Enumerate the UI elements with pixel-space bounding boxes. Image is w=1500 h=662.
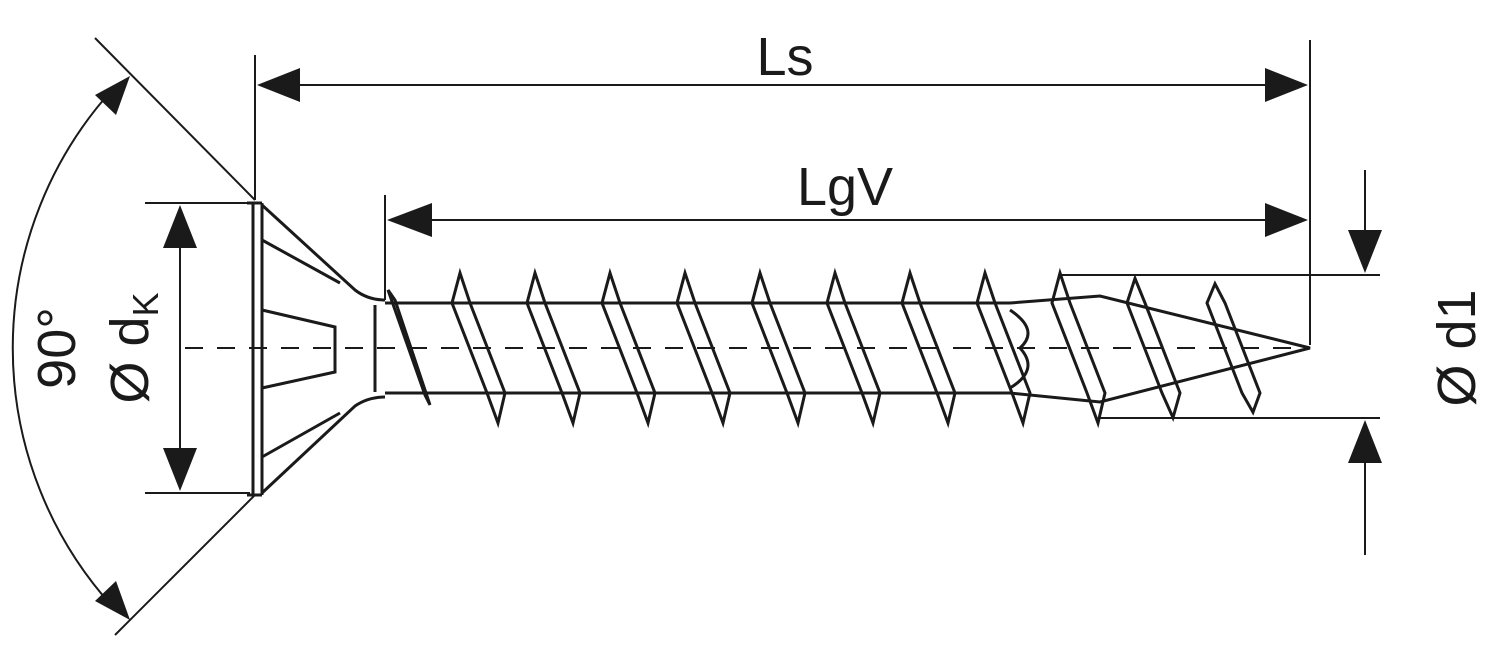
thread-turn (900, 267, 957, 429)
d1-label: Ø d1 (1427, 289, 1487, 406)
dimension-ls: Ls (254, 27, 1311, 345)
thread-turn (1050, 267, 1107, 429)
lgv-label: LgV (797, 157, 893, 217)
dimension-dk: Ø dK (100, 202, 250, 494)
thread-turn (1205, 280, 1262, 416)
dk-label: Ø dK (100, 292, 166, 403)
screw-threads (386, 267, 1262, 429)
angle-label: 90° (27, 307, 87, 389)
ls-label: Ls (756, 27, 813, 87)
thread-turn (975, 267, 1032, 429)
thread-turn (450, 267, 507, 429)
thread-turn (750, 267, 807, 429)
screw-head (247, 201, 386, 497)
thread-turn (1125, 274, 1182, 422)
dimension-d1: Ø d1 (1060, 170, 1487, 555)
thread-turn (675, 267, 732, 429)
thread-turn (525, 267, 582, 429)
thread-turn (600, 267, 657, 429)
thread-turn (825, 267, 882, 429)
screw-shaft (185, 294, 1311, 404)
thread-turn (386, 289, 432, 406)
dimension-angle: 90° (11, 37, 256, 636)
dimension-lgv: LgV (384, 157, 1308, 300)
